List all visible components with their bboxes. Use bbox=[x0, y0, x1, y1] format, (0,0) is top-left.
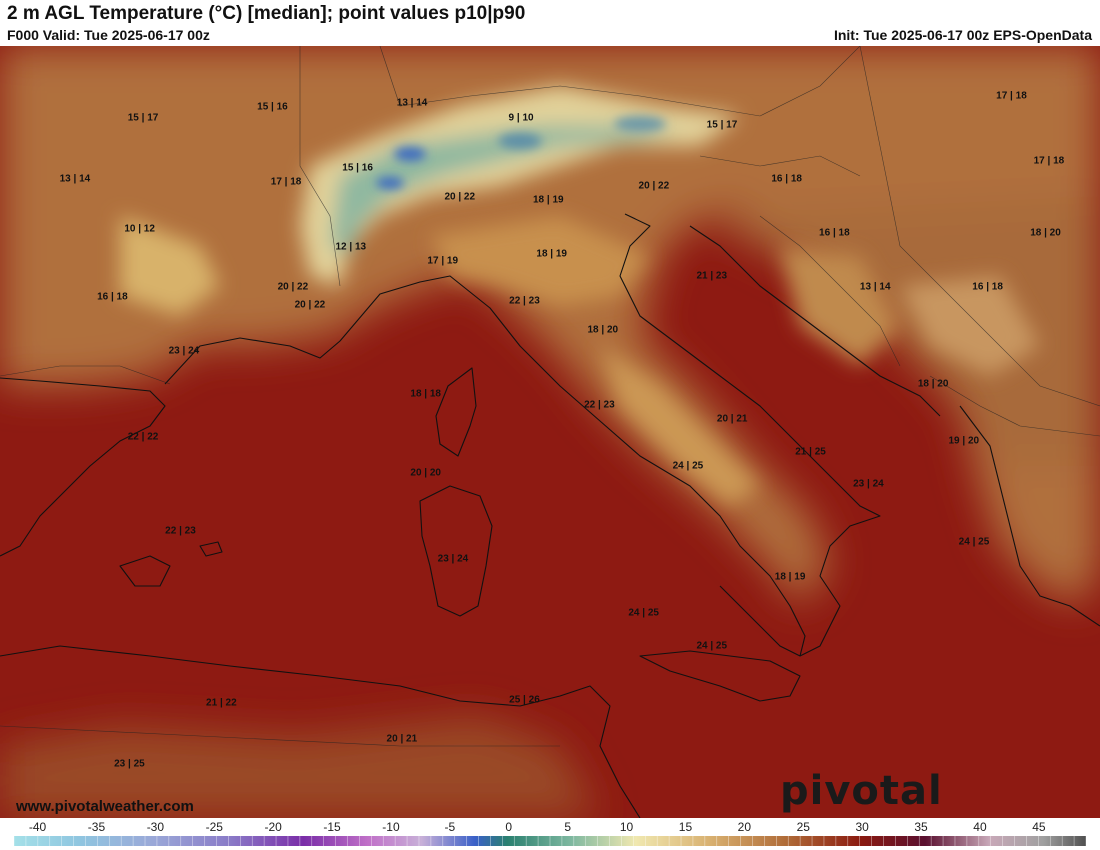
point-value-label: 21 | 22 bbox=[206, 697, 237, 709]
colorbar-tick-label: 5 bbox=[564, 820, 571, 834]
point-value-label: 20 | 22 bbox=[444, 191, 476, 203]
point-value-label: 18 | 18 bbox=[410, 388, 441, 400]
colorbar-tick-label: 25 bbox=[796, 820, 810, 834]
map-canvas bbox=[0, 46, 1100, 818]
website-text: www.pivotalweather.com bbox=[16, 798, 194, 815]
colorbar-tick-label: 40 bbox=[973, 820, 987, 834]
logo-text: pivotal weather bbox=[780, 768, 972, 818]
point-value-label: 23 | 25 bbox=[114, 758, 145, 770]
colorbar-tick-label: 10 bbox=[619, 820, 634, 834]
colorbar-tick-label: -30 bbox=[146, 820, 165, 834]
point-value-label: 19 | 20 bbox=[948, 435, 980, 447]
point-value-label: 16 | 18 bbox=[97, 291, 128, 303]
colorbar-tick-label: 45 bbox=[1032, 820, 1046, 834]
point-value-label: 24 | 25 bbox=[696, 640, 728, 652]
colorbar-tick-label: 0 bbox=[505, 820, 513, 834]
colorbar-tick-label: -15 bbox=[323, 820, 341, 834]
point-value-label: 10 | 12 bbox=[124, 223, 155, 235]
corsica bbox=[435, 367, 477, 457]
sardinia bbox=[419, 485, 493, 617]
point-value-label: 16 | 18 bbox=[972, 281, 1003, 293]
init-time: Init: Tue 2025-06-17 00z EPS-OpenData bbox=[833, 27, 1092, 43]
point-value-label: 22 | 22 bbox=[127, 431, 159, 443]
point-value-label: 20 | 21 bbox=[386, 733, 418, 745]
point-value-label: 17 | 18 bbox=[1033, 155, 1065, 167]
sicily bbox=[639, 650, 801, 702]
coastlines bbox=[0, 213, 1100, 818]
point-value-label: 20 | 20 bbox=[410, 467, 441, 479]
alps-cold-core bbox=[376, 116, 666, 189]
point-value-label: 24 | 25 bbox=[628, 607, 659, 619]
point-value-label: 13 | 14 bbox=[859, 281, 891, 293]
colorbar-tick-label: 15 bbox=[678, 820, 693, 834]
point-value-label: 22 | 23 bbox=[165, 525, 196, 537]
colorbar-tick-label: -20 bbox=[264, 820, 282, 834]
colorbar-tick-label: -35 bbox=[87, 820, 106, 834]
point-value-label: 17 | 18 bbox=[996, 90, 1027, 102]
point-value-label: 21 | 23 bbox=[696, 270, 728, 282]
colorbar-tick-label: -25 bbox=[205, 820, 223, 834]
point-value-label: 18 | 19 bbox=[774, 571, 806, 583]
point-value-label: 23 | 24 bbox=[168, 345, 200, 357]
point-value-label: 24 | 25 bbox=[672, 460, 704, 472]
valid-time: F000 Valid: Tue 2025-06-17 00z bbox=[7, 27, 210, 43]
point-value-label: 24 | 25 bbox=[958, 536, 990, 548]
point-value-label: 21 | 25 bbox=[795, 446, 826, 458]
point-value-label: 16 | 18 bbox=[819, 227, 850, 239]
greece-coast bbox=[959, 405, 1100, 627]
logo: pivotal weather bbox=[780, 768, 1100, 818]
point-value-label: 15 | 16 bbox=[342, 162, 373, 174]
colorbar-tick-label: -40 bbox=[28, 820, 47, 834]
point-value-label: 18 | 20 bbox=[587, 324, 619, 336]
point-value-label: 13 | 14 bbox=[59, 173, 91, 185]
point-value-label: 22 | 23 bbox=[509, 295, 540, 307]
colorbar-tick-label: -5 bbox=[444, 820, 456, 834]
point-value-label: 9 | 10 bbox=[508, 112, 534, 124]
mallorca bbox=[119, 555, 171, 587]
menorca bbox=[199, 541, 223, 557]
borders bbox=[0, 46, 1100, 747]
colorbar-tick-label: -10 bbox=[382, 820, 400, 834]
point-value-label: 15 | 17 bbox=[706, 119, 738, 131]
point-value-label: 20 | 22 bbox=[277, 281, 309, 293]
point-value-label: 23 | 24 bbox=[437, 553, 469, 565]
header: 2 m AGL Temperature (°C) [median]; point… bbox=[0, 0, 1100, 46]
point-value-label: 18 | 20 bbox=[1030, 227, 1061, 239]
point-value-label: 25 | 26 bbox=[509, 694, 540, 705]
point-value-label: 18 | 20 bbox=[917, 378, 949, 390]
point-value-label: 22 | 23 bbox=[584, 399, 615, 411]
adriatic-east-coast bbox=[689, 225, 941, 417]
colorbar-tick-label: 30 bbox=[855, 820, 869, 834]
point-value-label: 20 | 22 bbox=[638, 180, 670, 192]
point-value-label: 15 | 17 bbox=[127, 112, 159, 124]
point-value-label: 17 | 18 bbox=[270, 176, 302, 188]
colorbar-strip bbox=[14, 836, 1086, 846]
map-title: 2 m AGL Temperature (°C) [median]; point… bbox=[7, 3, 526, 24]
point-value-label: 12 | 13 bbox=[335, 241, 367, 253]
colorbar-tick-label: 35 bbox=[914, 820, 928, 834]
point-value-label: 20 | 22 bbox=[294, 299, 326, 311]
point-value-label: 18 | 19 bbox=[536, 248, 567, 260]
point-value-label: 20 | 21 bbox=[716, 413, 748, 425]
point-value-label: 16 | 18 bbox=[771, 173, 802, 185]
point-value-label: 18 | 19 bbox=[532, 194, 564, 206]
italy-east-coast bbox=[619, 213, 881, 657]
point-value-label: 17 | 19 bbox=[427, 255, 459, 267]
colorbar-tick-label: 20 bbox=[737, 820, 752, 834]
north-africa-coast bbox=[0, 645, 641, 818]
temperature-map: 15 | 17 15 | 16 13 | 14 9 | 10 15 | 17 17 | 1… bbox=[0, 46, 1100, 818]
point-value-label: 15 | 16 bbox=[257, 101, 288, 113]
iberia-coast bbox=[0, 377, 166, 557]
point-value-label: 23 | 24 bbox=[853, 478, 884, 490]
point-value-label: 13 | 14 bbox=[396, 97, 428, 109]
